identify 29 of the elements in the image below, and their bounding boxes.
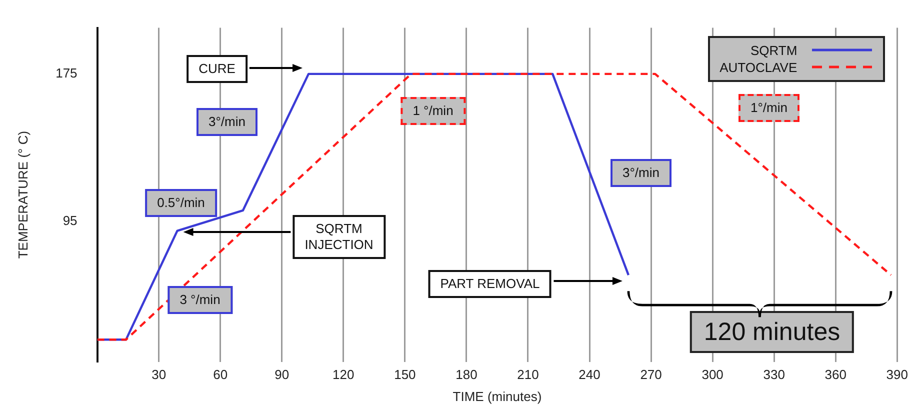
- annotation: 3°/min: [196, 108, 258, 136]
- legend-label: SQRTM: [750, 42, 798, 59]
- x-tick-label: 270: [640, 367, 662, 382]
- annotation: PART REMOVAL: [428, 270, 552, 298]
- x-tick-label: 390: [886, 367, 908, 382]
- x-tick-label: 60: [213, 367, 228, 382]
- x-tick-label: 240: [578, 367, 600, 382]
- annotation: 120 minutes: [690, 311, 854, 353]
- legend-label: AUTOCLAVE: [720, 58, 798, 76]
- x-tick-label: 300: [702, 367, 724, 382]
- annotation: 1 °/min: [400, 97, 466, 125]
- x-tick-label: 210: [517, 367, 539, 382]
- x-tick-label: 150: [394, 367, 416, 382]
- x-tick-label: 90: [274, 367, 290, 382]
- annotation: 0.5°/min: [145, 189, 217, 217]
- annotation: 1°/min: [738, 94, 800, 122]
- annotation: 3 °/min: [168, 286, 232, 314]
- x-tick-label: 120: [332, 367, 354, 382]
- annotation: 3°/min: [610, 159, 672, 187]
- y-axis-title: TEMPERATURE (° C): [15, 130, 30, 259]
- annotation: CURE: [186, 55, 248, 83]
- x-tick-label: 360: [824, 367, 846, 382]
- x-axis-title: TIME (minutes): [452, 388, 542, 404]
- y-tick-label: 95: [62, 213, 78, 228]
- x-tick-label: 330: [763, 367, 785, 382]
- annotation: SQRTM INJECTION: [292, 215, 386, 259]
- x-tick-label: 30: [152, 367, 166, 382]
- y-tick-label: 175: [56, 66, 78, 81]
- x-tick-label: 180: [456, 367, 478, 382]
